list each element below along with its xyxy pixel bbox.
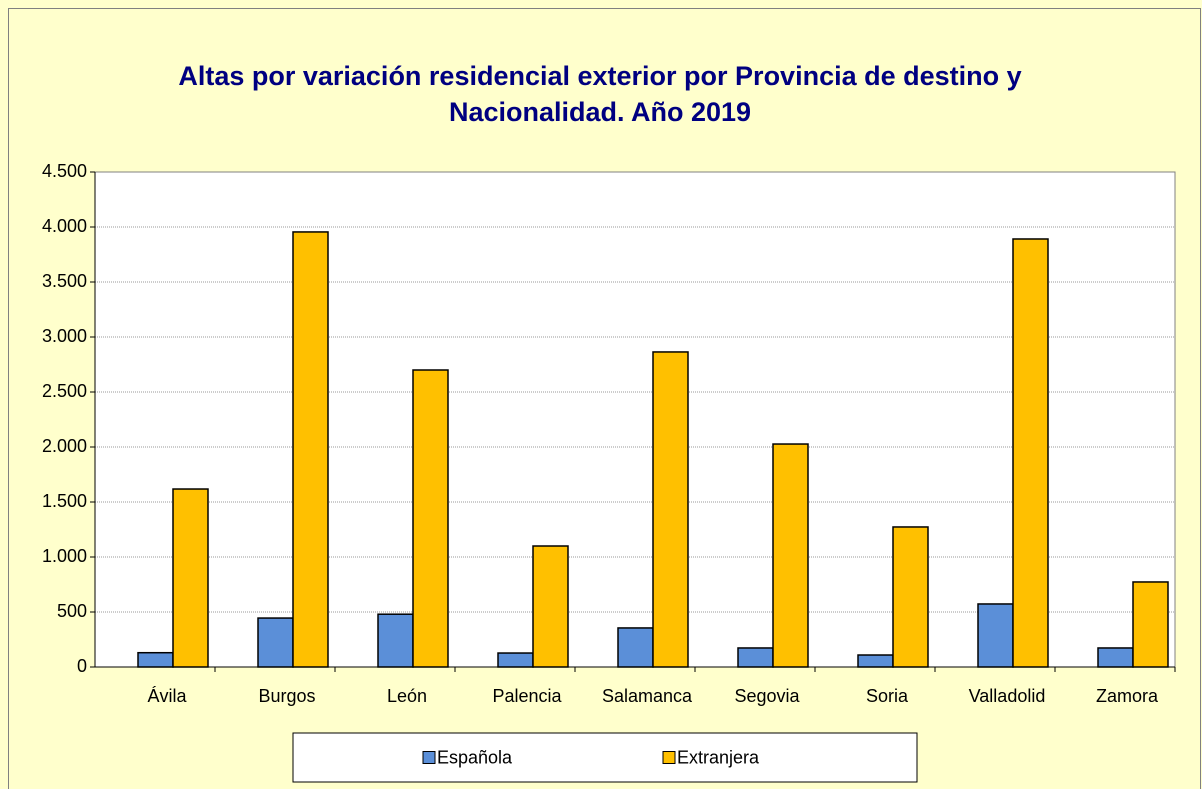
x-tick-label: Salamanca	[602, 686, 693, 706]
bar	[857, 654, 894, 668]
x-tick-label: Burgos	[258, 686, 315, 706]
y-tick-label: 2.000	[42, 436, 87, 456]
bar	[172, 488, 209, 668]
x-tick-label: Soria	[866, 686, 909, 706]
bar	[257, 617, 294, 668]
y-tick-label: 2.500	[42, 381, 87, 401]
x-tick-label: Segovia	[734, 686, 800, 706]
y-tick-label: 4.500	[42, 161, 87, 181]
x-tick-label: Ávila	[147, 686, 187, 706]
x-tick-label: Valladolid	[969, 686, 1046, 706]
bar	[892, 526, 929, 668]
bar	[137, 651, 174, 668]
y-tick-label: 3.000	[42, 326, 87, 346]
y-tick-label: 1.000	[42, 546, 87, 566]
frame	[8, 8, 1201, 789]
y-tick-label: 1.500	[42, 491, 87, 511]
x-tick-label: León	[387, 686, 427, 706]
bar	[412, 369, 449, 668]
bar	[617, 627, 654, 668]
bar	[652, 351, 689, 668]
x-tick-label: Palencia	[492, 686, 562, 706]
y-tick-label: 0	[77, 656, 87, 676]
bar	[292, 231, 329, 668]
bar	[377, 613, 414, 668]
bar	[737, 647, 774, 668]
y-tick-label: 4.000	[42, 216, 87, 236]
legend-label: Extranjera	[677, 747, 760, 767]
bar	[1097, 647, 1134, 668]
bar	[1012, 238, 1049, 668]
legend-swatch	[662, 751, 676, 764]
bar	[772, 443, 809, 668]
legend-label: Española	[437, 747, 513, 767]
bar	[497, 652, 534, 668]
y-tick-label: 500	[57, 601, 87, 621]
bar	[1132, 581, 1169, 668]
legend-box	[292, 732, 918, 783]
legend-swatch	[422, 751, 436, 764]
y-tick-label: 3.500	[42, 271, 87, 291]
bar	[977, 603, 1014, 668]
x-tick-label: Zamora	[1096, 686, 1159, 706]
bar	[532, 545, 569, 668]
chart-title: Altas por variación residencial exterior…	[178, 61, 1022, 127]
